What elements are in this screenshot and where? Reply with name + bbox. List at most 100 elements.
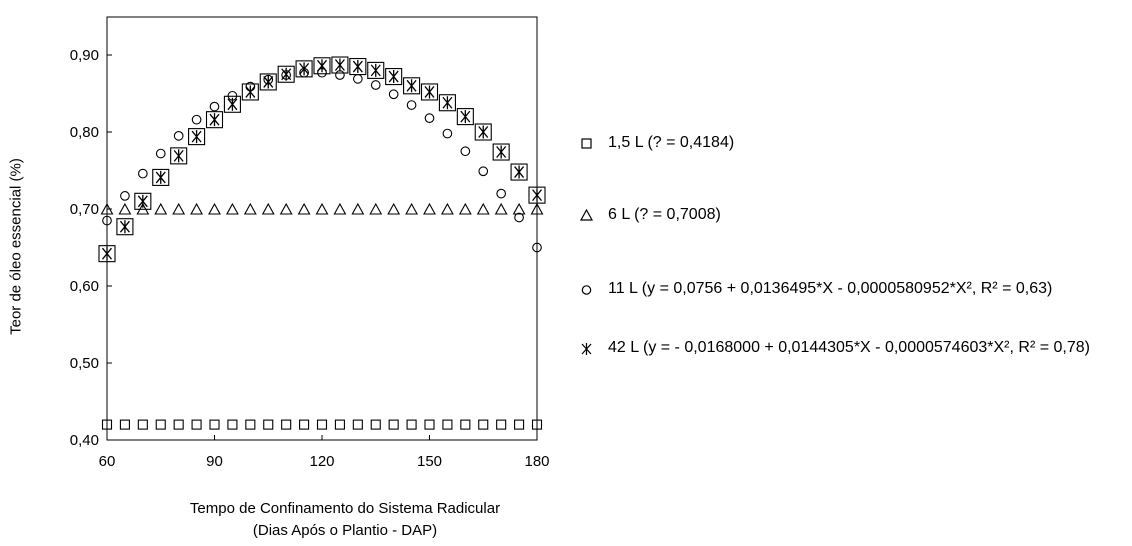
data-point-circle (406, 100, 417, 110)
x-tick-label: 180 (524, 453, 549, 470)
data-point-asterisk (370, 63, 381, 77)
data-point-box (223, 95, 241, 113)
data-point-triangle (351, 202, 365, 215)
data-point-circle (191, 114, 202, 125)
y-tick-label: 0,70 (70, 201, 99, 218)
data-point-triangle (243, 202, 257, 215)
y-tick-label: 0,60 (70, 278, 99, 295)
data-point-square (334, 419, 345, 430)
data-point-circle (478, 166, 489, 177)
data-point-circle (460, 146, 471, 157)
data-point-square (137, 419, 148, 430)
data-point-circle (155, 148, 166, 159)
plot-frame (106, 16, 538, 441)
legend-item-6l: 6 L (? = 0,7008) (580, 204, 721, 226)
data-point-square (173, 419, 184, 430)
x-tick-label: 150 (417, 453, 442, 470)
data-point-box (474, 123, 492, 141)
data-point-square (370, 419, 381, 430)
data-point-box (403, 77, 421, 95)
data-point-triangle (172, 202, 186, 215)
data-point-box (134, 192, 152, 210)
y-tick-label: 0,80 (70, 124, 99, 141)
asterisk-marker-icon (581, 343, 592, 355)
data-point-square (442, 419, 453, 430)
data-point-box (492, 143, 510, 161)
data-point-triangle (423, 202, 436, 215)
x-axis-label: Tempo de Confinamento do Sistema Radicul… (140, 498, 550, 542)
data-point-circle (137, 168, 148, 179)
data-point-box (152, 168, 170, 186)
plot-area: 0,40 0,50 0,60 0,70 0,80 0,90 60 90 120 150 180 (70, 16, 550, 470)
data-point-triangle (190, 202, 204, 215)
data-point-triangle (333, 202, 347, 215)
data-point-box (295, 60, 313, 78)
y-tick-label: 0,90 (70, 47, 99, 64)
data-point-box (349, 57, 367, 76)
data-point-triangle (100, 202, 114, 215)
data-point-asterisk (263, 75, 274, 89)
data-point-square (496, 419, 507, 430)
data-point-box (98, 245, 116, 263)
data-point-box (331, 56, 349, 74)
data-point-box (420, 83, 439, 101)
data-point-asterisk (316, 59, 328, 73)
data-point-square (478, 419, 489, 430)
data-point-box (510, 163, 528, 181)
data-point-asterisk (245, 85, 256, 99)
data-point-asterisk (281, 67, 292, 81)
data-point-square (514, 419, 525, 430)
data-point-box (277, 65, 295, 83)
data-point-asterisk (478, 125, 489, 139)
legend-label-42l: 42 L (y = - 0,0168000 + 0,0144305*X - 0,… (608, 339, 1090, 356)
data-point-box (385, 68, 403, 86)
data-point-box (188, 128, 206, 146)
x-axis-label-line2: (Dias Após o Plantio - DAP) (252, 522, 438, 539)
data-point-box (456, 108, 474, 126)
data-point-circle (335, 70, 345, 80)
data-point-box (438, 94, 456, 112)
data-point-asterisk (299, 62, 310, 76)
legend-label-6l: 6 L (? = 0,7008) (608, 206, 721, 223)
x-tick-label: 90 (206, 453, 223, 470)
data-point-triangle (440, 202, 454, 215)
legend-item-11l: 11 L (y = 0,0756 + 0,0136495*X - 0,00005… (580, 278, 1052, 300)
data-point-circle (120, 191, 130, 201)
data-point-square (209, 419, 220, 430)
data-point-circle (532, 242, 542, 253)
data-point-circle (209, 101, 220, 112)
data-point-square (352, 419, 363, 430)
data-point-asterisk (101, 247, 113, 261)
data-point-box (367, 61, 385, 79)
data-point-triangle (154, 202, 168, 215)
data-point-square (101, 419, 113, 430)
square-marker-icon (581, 138, 592, 149)
y-tick-label: 0,50 (70, 355, 99, 372)
data-point-triangle (297, 202, 311, 215)
legend-item-42l: 42 L (y = - 0,0168000 + 0,0144305*X - 0,… (580, 337, 1090, 359)
data-point-box (259, 73, 277, 91)
data-point-asterisk (460, 110, 471, 124)
y-tick-label: 0,40 (70, 432, 99, 449)
data-point-asterisk (514, 165, 525, 179)
data-point-square (245, 419, 256, 430)
data-point-circle (496, 188, 507, 199)
data-point-asterisk (442, 96, 453, 110)
data-point-asterisk (406, 79, 417, 93)
data-point-box (170, 147, 188, 165)
data-point-square (119, 419, 130, 430)
data-point-square (316, 419, 328, 430)
data-point-asterisk (209, 113, 220, 127)
data-point-circle (102, 215, 112, 226)
data-point-box (205, 111, 224, 129)
data-point-triangle (387, 202, 401, 215)
data-point-triangle (261, 202, 275, 215)
x-axis-label-line1: Tempo de Confinamento do Sistema Radicul… (189, 500, 501, 517)
legend-item-1-5l: 1,5 L (? = 0,4184) (580, 132, 734, 154)
data-point-box (313, 57, 331, 75)
data-point-circle (173, 131, 184, 141)
data-point-circle (514, 212, 524, 223)
data-point-square (155, 419, 166, 430)
data-point-triangle (208, 202, 221, 215)
data-point-asterisk (334, 58, 345, 72)
